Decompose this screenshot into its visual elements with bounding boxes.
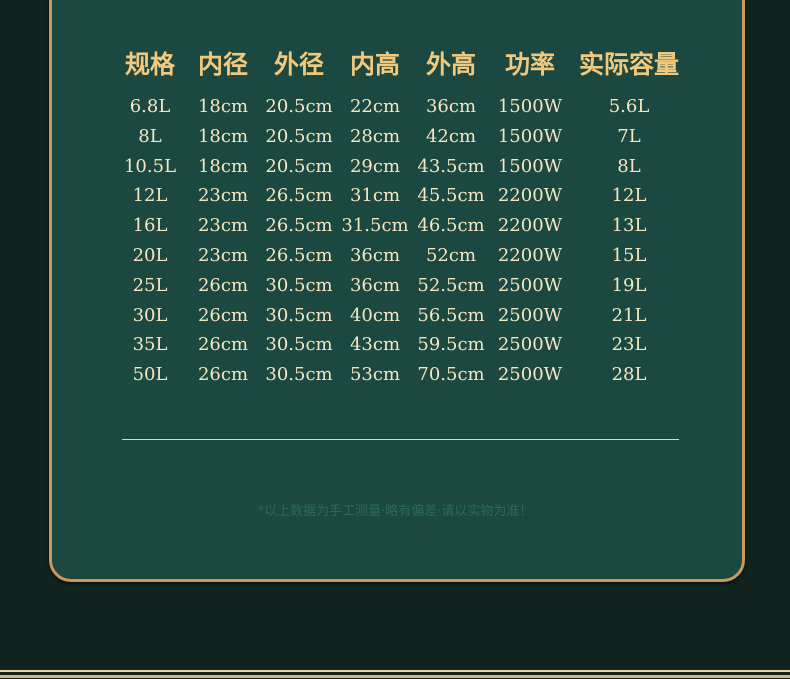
table-cell: 36cm bbox=[349, 245, 401, 266]
table-cell: 28cm bbox=[349, 125, 401, 147]
table-cell: 53cm bbox=[349, 364, 401, 386]
table-cell: 21L bbox=[611, 304, 647, 326]
table-row: 20L 23cm 26.5cm 36cm 52cm 2200W 15L bbox=[0, 245, 790, 275]
table-cell: 18cm bbox=[197, 96, 249, 117]
table-cell: 43cm bbox=[349, 334, 401, 356]
column-header: 功率 bbox=[504, 50, 556, 79]
table-cell: 23cm bbox=[197, 215, 249, 237]
table-cell: 2200W bbox=[497, 245, 563, 266]
column-header: 内高 bbox=[349, 50, 401, 79]
table-cell: 26cm bbox=[197, 334, 249, 356]
table-cell: 12L bbox=[611, 185, 647, 207]
table-cell: 35L bbox=[132, 334, 168, 356]
table-cell: 18cm bbox=[197, 155, 249, 177]
table-cell: 30.5cm bbox=[265, 364, 333, 386]
bottom-rule bbox=[0, 670, 790, 672]
table-cell: 43.5cm bbox=[417, 155, 485, 177]
column-header: 外径 bbox=[273, 50, 325, 79]
disclaimer-note: *以上数据为手工测量·略有偏差·请以实物为准！ bbox=[257, 504, 533, 519]
table-row: 16L 23cm 26.5cm 31.5cm 46.5cm 2200W 13L bbox=[0, 215, 790, 245]
table-cell: 10.5L bbox=[123, 155, 177, 177]
table-cell: 2500W bbox=[497, 334, 563, 356]
table-cell: 29cm bbox=[349, 155, 401, 177]
table-cell: 52cm bbox=[425, 245, 477, 266]
table-cell: 36cm bbox=[349, 274, 401, 296]
table-cell: 26cm bbox=[197, 364, 249, 386]
table-cell: 16L bbox=[132, 215, 168, 237]
column-header: 内径 bbox=[197, 50, 249, 79]
table-cell: 23cm bbox=[197, 185, 249, 207]
bottom-rule bbox=[0, 675, 790, 678]
table-cell: 26cm bbox=[197, 304, 249, 326]
table-row: 25L 26cm 30.5cm 36cm 52.5cm 2500W 19L bbox=[0, 275, 790, 305]
table-cell: 26.5cm bbox=[265, 245, 333, 266]
table-cell: 26cm bbox=[197, 274, 249, 296]
table-cell: 20.5cm bbox=[265, 125, 333, 147]
table-cell: 22cm bbox=[349, 96, 401, 117]
table-cell: 56.5cm bbox=[417, 304, 485, 326]
table-row: 50L 26cm 30.5cm 53cm 70.5cm 2500W 28L bbox=[0, 364, 790, 394]
table-cell: 15L bbox=[611, 245, 647, 266]
table-cell: 25L bbox=[132, 274, 168, 296]
column-header: 规格 bbox=[124, 50, 176, 79]
table-cell: 52.5cm bbox=[417, 274, 485, 296]
table-cell: 12L bbox=[132, 185, 168, 207]
table-row: 8L 18cm 20.5cm 28cm 42cm 1500W 7L bbox=[0, 126, 790, 156]
table-cell: 1500W bbox=[497, 155, 563, 177]
table-cell: 2200W bbox=[497, 185, 563, 207]
table-cell: 20L bbox=[132, 245, 168, 266]
table-cell: 2500W bbox=[497, 274, 563, 296]
table-cell: 2500W bbox=[497, 364, 563, 386]
table-cell: 5.6L bbox=[608, 96, 650, 117]
table-row: 12L 23cm 26.5cm 31cm 45.5cm 2200W 12L bbox=[0, 185, 790, 215]
table-cell: 26.5cm bbox=[265, 185, 333, 207]
table-cell: 30L bbox=[132, 304, 168, 326]
table-cell: 59.5cm bbox=[417, 334, 485, 356]
table-cell: 2500W bbox=[497, 304, 563, 326]
table-cell: 8L bbox=[138, 125, 162, 147]
table-cell: 1500W bbox=[497, 125, 563, 147]
table-cell: 40cm bbox=[349, 304, 401, 326]
table-cell: 6.8L bbox=[129, 96, 171, 117]
table-cell: 70.5cm bbox=[417, 364, 485, 386]
divider bbox=[122, 439, 679, 440]
table-cell: 36cm bbox=[425, 96, 477, 117]
table-cell: 13L bbox=[611, 215, 647, 237]
table-row: 10.5L 18cm 20.5cm 29cm 43.5cm 1500W 8L bbox=[0, 156, 790, 186]
table-row: 35L 26cm 30.5cm 43cm 59.5cm 2500W 23L bbox=[0, 334, 790, 364]
table-cell: 28L bbox=[611, 364, 647, 386]
table-cell: 42cm bbox=[425, 125, 477, 147]
table-cell: 20.5cm bbox=[265, 155, 333, 177]
table-cell: 23cm bbox=[197, 245, 249, 266]
spec-panel bbox=[49, 0, 745, 582]
table-cell: 8L bbox=[617, 155, 641, 177]
table-cell: 31.5cm bbox=[341, 215, 409, 237]
table-cell: 20.5cm bbox=[265, 96, 333, 117]
table-cell: 26.5cm bbox=[265, 215, 333, 237]
table-cell: 18cm bbox=[197, 125, 249, 147]
table-cell: 31cm bbox=[349, 185, 401, 207]
table-row: 6.8L 18cm 20.5cm 22cm 36cm 1500W 5.6L bbox=[0, 96, 790, 126]
table-cell: 46.5cm bbox=[417, 215, 485, 237]
table-header: 规格 内径 外径 内高 外高 功率 实际容量 bbox=[0, 45, 790, 79]
table-cell: 1500W bbox=[497, 96, 563, 117]
table-cell: 23L bbox=[611, 334, 647, 356]
table-cell: 19L bbox=[611, 274, 647, 296]
table-cell: 2200W bbox=[497, 215, 563, 237]
table-cell: 30.5cm bbox=[265, 274, 333, 296]
column-header: 外高 bbox=[425, 50, 477, 79]
table-cell: 30.5cm bbox=[265, 334, 333, 356]
table-cell: 50L bbox=[132, 364, 168, 386]
table-cell: 30.5cm bbox=[265, 304, 333, 326]
table-row: 30L 26cm 30.5cm 40cm 56.5cm 2500W 21L bbox=[0, 305, 790, 335]
table-cell: 45.5cm bbox=[417, 185, 485, 207]
column-header: 实际容量 bbox=[578, 50, 680, 79]
table-cell: 7L bbox=[617, 125, 641, 147]
